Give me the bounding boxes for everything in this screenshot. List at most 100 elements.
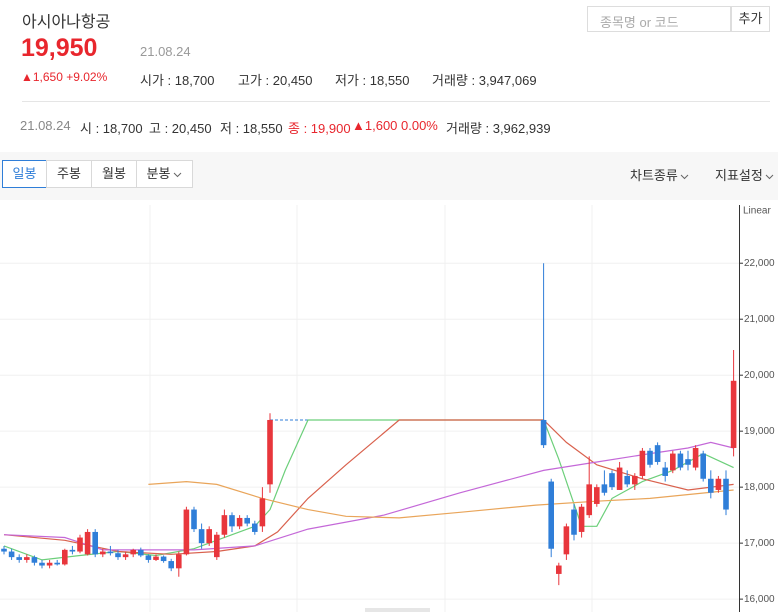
candle-body [540,419,547,446]
stat: 시가 : 18,700 [140,73,215,88]
candle [198,523,205,549]
candle-body [267,419,273,485]
candle-body [252,523,258,532]
candle [715,475,722,493]
candle [221,509,228,538]
tab[interactable]: 일봉 [2,160,47,188]
candle [700,450,706,482]
candle-body [654,445,661,462]
menu-label: 차트종류 [630,168,678,183]
add-button[interactable]: 추가 [731,6,770,32]
candle-body [115,553,121,558]
candle [548,478,554,558]
candle-body [46,562,53,566]
stat: 저가 : 18,550 [335,73,410,88]
candle-body [214,534,220,558]
candle [730,349,737,457]
candle [1,545,7,555]
tab[interactable]: 분봉 [136,160,193,188]
candle [92,529,98,558]
candle [632,473,638,490]
candle [214,531,220,560]
candle-body [571,509,577,535]
candle [122,551,129,560]
candle-body [100,551,106,555]
candle [229,512,235,532]
candle-body [16,557,22,560]
candle-body [198,529,205,544]
candle-body [601,484,608,493]
chart: Linear 16,000 17,000 18,000 19,000 20,000 21,… [0,205,775,612]
candle-body [685,459,691,465]
candle [138,547,144,558]
candle-body [556,565,562,574]
candle [267,413,273,493]
candle-body [77,537,83,552]
candle [69,545,76,555]
candle-body [160,556,167,562]
summary-date: 21.08.24 [20,118,71,133]
candle-body [138,549,144,556]
candle [654,442,661,465]
candle [662,461,668,482]
candle [252,520,258,535]
candle-body [708,478,714,493]
candle-body [624,475,630,485]
y-tick-label: 18,000 [744,482,775,493]
candle [647,447,653,468]
search-input[interactable]: 종목명 or 코드 [587,6,731,32]
candle [556,562,562,586]
tab[interactable]: 월봉 [91,160,137,188]
candle [708,470,714,499]
candle [677,450,684,471]
candle [107,545,114,556]
candle-body [92,531,98,555]
moving-average [3,419,734,555]
summary-close: 종 : 19,900 [288,121,351,136]
candle [670,450,676,474]
candle-body [191,509,197,530]
candle-body [229,515,235,527]
candle [77,534,83,554]
candle [594,484,600,507]
candle [115,549,121,560]
candle-body [39,562,45,566]
candle-body [107,551,114,554]
scrollbar[interactable] [365,608,430,612]
summary-low: 저 : 18,550 [220,121,283,136]
candle-body [206,529,212,544]
menu[interactable]: 지표설정 [715,165,774,184]
candle [685,450,691,471]
candle-body [31,557,38,563]
candle [84,529,91,556]
candle [145,554,152,563]
summary-high: 고 : 20,450 [149,121,212,136]
candle-body [723,478,729,510]
candle [153,554,159,562]
candle-body [8,551,15,558]
summary-open: 시 : 18,700 [80,121,143,136]
candle-body [236,517,243,527]
menu-label: 지표설정 [715,168,763,183]
candle-body [153,556,159,560]
candle [191,506,197,532]
moving-average [3,441,734,551]
candle [176,551,182,577]
candle [586,456,592,518]
candle-body [730,380,737,448]
menu[interactable]: 차트종류 [630,165,689,184]
tab[interactable]: 주봉 [46,160,92,188]
candle [206,526,212,546]
candle-body [715,478,722,490]
candle-body [692,447,699,468]
stock-name: 아시아나항공 [22,14,111,31]
chevron [680,174,689,180]
candle-body [221,515,228,535]
candle-body [632,475,638,485]
chevron [174,172,182,178]
stat: 고가 : 20,450 [238,73,313,88]
candle [624,470,630,488]
toolbar: 일봉 주봉 월봉 분봉 차트종류 지표설정 [0,152,778,200]
candle [236,515,243,530]
